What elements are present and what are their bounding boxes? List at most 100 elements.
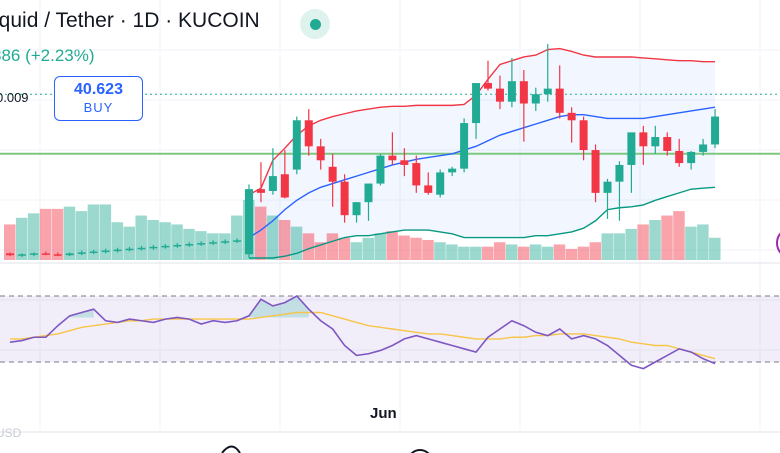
- volume-bar: [697, 224, 709, 260]
- drawing-tool-icon: [221, 445, 241, 453]
- candle-body: [53, 254, 62, 256]
- candle-body: [280, 174, 289, 198]
- volume-bar: [553, 244, 566, 260]
- volume-bar: [625, 228, 637, 260]
- volume-bar: [135, 215, 147, 260]
- candle-body: [137, 247, 146, 250]
- candle-body: [711, 116, 720, 145]
- candle-body: [675, 150, 684, 164]
- candle-body: [185, 244, 194, 246]
- candle-body: [472, 83, 481, 124]
- volume-bar: [410, 237, 422, 260]
- candle-body: [173, 244, 182, 247]
- indicator-marker-icon: [776, 232, 780, 254]
- candle-body: [256, 189, 265, 193]
- candle-body: [316, 146, 325, 161]
- price-change: 886 (+2.23%): [0, 46, 95, 65]
- candle-body: [603, 181, 612, 193]
- candle-body: [328, 166, 337, 182]
- candle-body: [304, 120, 313, 147]
- candle-body: [125, 248, 134, 251]
- rsi-ma-line: [10, 311, 716, 360]
- chart-title: iquid / Tether · 1D · KUCOIN: [0, 9, 260, 32]
- volume-bar: [470, 246, 482, 260]
- volume-bar: [649, 220, 661, 260]
- volume-bar: [637, 224, 649, 260]
- x-axis-tick-jun: Jun: [370, 405, 397, 422]
- candle-body: [436, 172, 445, 195]
- rsi-line: [9, 294, 716, 370]
- volume-bar: [75, 211, 88, 260]
- candle-body: [388, 155, 397, 161]
- candle-body: [579, 120, 588, 151]
- candle-body: [89, 251, 98, 253]
- candle-body: [567, 112, 576, 121]
- volume-bar: [326, 233, 339, 260]
- volume-bar: [422, 240, 434, 260]
- level-price-label: 0.009: [0, 90, 29, 105]
- candle-body: [161, 245, 170, 248]
- buy-button[interactable]: 40.623 BUY: [54, 76, 143, 121]
- volume-bar: [601, 233, 613, 260]
- volume-bar: [613, 233, 625, 260]
- volume-bar: [709, 237, 721, 260]
- volume-bar: [338, 237, 351, 260]
- volume-bar: [63, 206, 76, 260]
- bollinger-upper-line: [248, 47, 716, 196]
- candle-body: [340, 181, 349, 216]
- volume-bar: [362, 237, 374, 260]
- candle-body: [448, 168, 457, 173]
- volume-bar: [541, 246, 554, 260]
- volume-bar: [159, 222, 171, 260]
- candle-body: [101, 250, 110, 253]
- candle-body: [197, 243, 206, 245]
- candle-body: [627, 132, 636, 165]
- candle-body: [41, 253, 50, 255]
- volume-bar: [661, 215, 673, 260]
- volume-bar: [350, 242, 363, 260]
- volume-bar: [207, 233, 219, 260]
- candle-body: [543, 88, 552, 95]
- candle-body: [376, 155, 385, 184]
- candle-body: [519, 81, 528, 104]
- candle-body: [221, 241, 230, 243]
- volume-bar: [39, 208, 52, 260]
- candle-body: [17, 254, 26, 256]
- candle-body: [591, 150, 600, 193]
- candle-body: [245, 189, 253, 255]
- candle-body: [663, 137, 672, 151]
- volume-bar: [386, 231, 398, 260]
- market-status-icon[interactable]: [300, 9, 330, 39]
- volume-bar: [314, 242, 327, 260]
- volume-bar: [171, 224, 183, 260]
- volume-bar: [87, 204, 100, 260]
- bollinger-basis-line: [248, 106, 716, 239]
- volume-bar: [219, 233, 231, 260]
- buy-label: BUY: [83, 100, 114, 115]
- candle-body: [364, 183, 373, 203]
- volume-bar: [123, 226, 135, 260]
- volume-bar: [685, 226, 697, 260]
- volume-bar: [505, 244, 518, 260]
- volume-bar: [254, 206, 267, 260]
- volume-bar: [398, 235, 410, 260]
- volume-bar: [374, 233, 386, 260]
- candle-body: [484, 83, 492, 89]
- candle-body: [268, 176, 277, 191]
- volume-bar: [278, 220, 291, 260]
- volume-bar: [266, 215, 279, 260]
- buy-price: 40.623: [74, 81, 123, 98]
- candle-body: [699, 144, 708, 152]
- candle-body: [400, 160, 409, 165]
- candle-body: [555, 88, 564, 113]
- candle-body: [412, 163, 421, 186]
- volume-bar: [147, 220, 159, 260]
- volume-bar: [231, 215, 243, 260]
- toolbar-icon: [410, 449, 430, 453]
- candle-body: [149, 246, 158, 249]
- candle-body: [651, 137, 660, 147]
- volume-bar: [290, 226, 303, 260]
- candle-body: [639, 132, 648, 147]
- volume-bar: [565, 248, 578, 260]
